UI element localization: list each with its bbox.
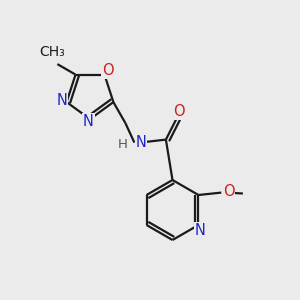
- Text: H: H: [118, 138, 128, 151]
- Text: N: N: [135, 134, 146, 149]
- Text: O: O: [223, 184, 234, 200]
- Text: N: N: [83, 114, 94, 129]
- Text: O: O: [173, 104, 185, 119]
- Text: N: N: [56, 93, 67, 108]
- Text: N: N: [195, 223, 206, 238]
- Text: CH₃: CH₃: [39, 45, 65, 59]
- Text: O: O: [102, 64, 113, 79]
